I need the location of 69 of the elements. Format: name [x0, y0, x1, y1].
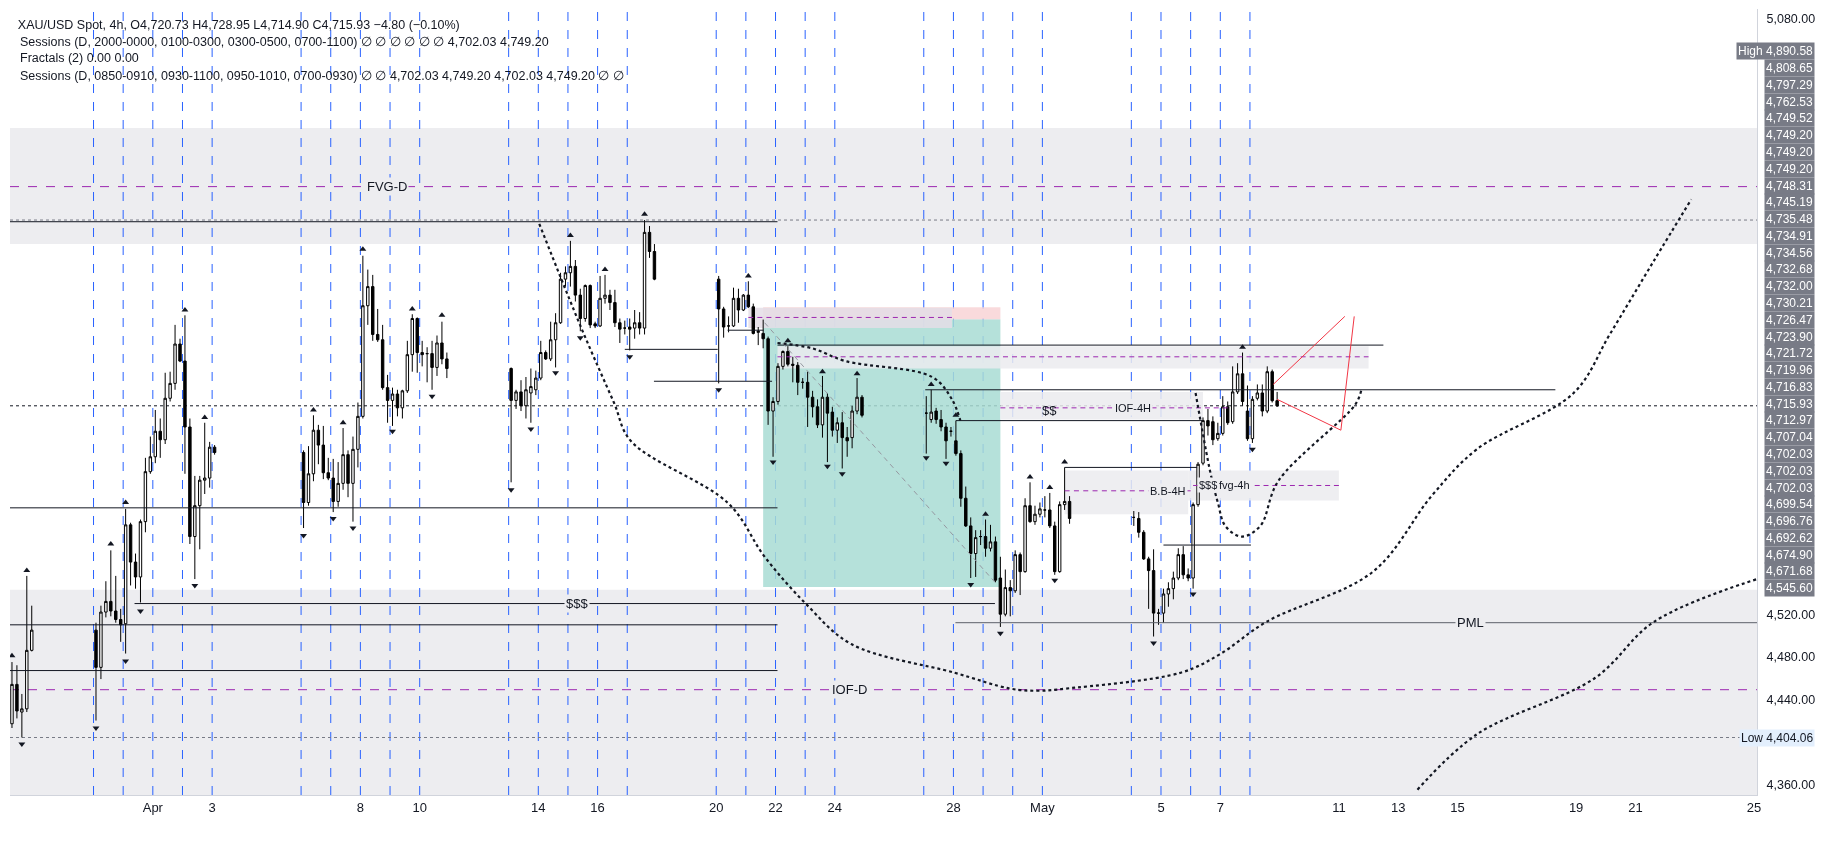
text: 4,692.62: [1766, 531, 1814, 545]
text: 4,808.65: [1766, 61, 1814, 75]
text: 4,702.03: [1766, 464, 1814, 478]
x-tick-label: Apr: [142, 799, 164, 815]
y-tick-label: 4,360.00: [1766, 777, 1816, 792]
x-tick-label: May: [1030, 799, 1056, 815]
x-tick-label: 21: [1628, 799, 1643, 815]
text: 4,671.68: [1766, 564, 1814, 578]
text: 4,712.97: [1766, 413, 1814, 427]
y-tick-label: 4,520.00: [1766, 607, 1816, 622]
text: 4,749.20: [1766, 162, 1814, 176]
text: Sessions (D, 2000-0000, 0100-0300, 0300-0500, 0700-1100) ∅ ∅ ∅ ∅ ∅ ∅ 4,702.03 4,749.20 Fractals (2) 0.00 0.00 Sessions (D, 0850-0910, 0930-1100, 0950-1010, 0700-0930) ∅ ∅ 4,702.03 4,749.20 4,702.03 4,749.20 ∅ ∅: [20, 35, 624, 83]
x-tick-label: 11: [1332, 799, 1346, 815]
x-tick-label: 5: [1157, 799, 1165, 815]
text: 4,734.56: [1766, 246, 1814, 260]
text: 4,715.93: [1766, 397, 1814, 411]
text: 4,730.21: [1766, 296, 1814, 310]
x-tick-label: 8: [356, 799, 365, 815]
annotation: $$$: [1199, 479, 1218, 491]
text: 4,797.29: [1766, 78, 1814, 92]
text: 4,734.91: [1766, 229, 1814, 243]
x-tick-label: 10: [412, 799, 427, 815]
text: 4,721.72: [1766, 346, 1814, 360]
y-tick-label: 4,480.00: [1766, 650, 1816, 665]
text: 4,716.83: [1766, 380, 1814, 394]
x-tick-label: 7: [1216, 799, 1224, 815]
text: 4,723.90: [1766, 330, 1814, 344]
annotation: High 4,890.58: [1738, 44, 1814, 58]
text: 4,702.03: [1766, 447, 1814, 461]
annotation: B.B-4H: [1150, 485, 1186, 497]
text: 4,732.68: [1766, 262, 1814, 276]
text: XAU/USD Spot, 4h, O4,720.73 H4,728.95 L4,714.90 C4,715.93 −4.80 (−0.10%): [17, 17, 460, 32]
text: 4,696.76: [1766, 514, 1814, 528]
x-tick-label: 25: [1746, 799, 1762, 815]
series-label: $$: [1042, 403, 1058, 418]
x-tick-label: 3: [208, 799, 216, 815]
annotation: PML: [1457, 615, 1484, 630]
text: 4,707.04: [1766, 430, 1814, 444]
x-tick-label: 19: [1568, 799, 1584, 815]
text: 4,674.90: [1766, 548, 1814, 562]
x-tick-label: 13: [1390, 799, 1406, 815]
x-tick-label: 14: [531, 799, 546, 815]
text: 4,762.53: [1766, 95, 1814, 109]
text: 4,719.96: [1766, 363, 1814, 377]
text: 4,748.31: [1766, 179, 1814, 193]
annotation: $$$: [566, 596, 589, 611]
text: 4,735.48: [1766, 212, 1814, 226]
ref-line-label: Low 4,404.06: [1741, 731, 1814, 745]
text: 4,749.52: [1766, 111, 1814, 125]
x-tick-label: 20: [708, 799, 724, 815]
x-tick-label: 24: [827, 799, 843, 815]
x-tick-label: 15: [1450, 799, 1465, 815]
x-tick-label: 28: [946, 799, 961, 815]
text: 4,732.00: [1766, 279, 1814, 293]
text: 4,702.03: [1766, 481, 1814, 495]
x-tick-label: 22: [768, 799, 783, 815]
text: 4,749.20: [1766, 128, 1814, 142]
annotation: FVG-D: [367, 179, 408, 194]
text: 4,545.60: [1766, 581, 1814, 595]
y-tick-label: 5,080.00: [1766, 11, 1816, 26]
text: 4,745.19: [1766, 195, 1814, 209]
annotation: IOF-4H: [1115, 402, 1152, 414]
text: 4,726.47: [1766, 313, 1814, 327]
annotation: IOF-D: [832, 682, 868, 697]
y-tick-label: 4,440.00: [1766, 692, 1816, 707]
x-tick-label: 16: [590, 799, 605, 815]
text: 4,699.54: [1766, 497, 1814, 511]
annotation: fvg-4h: [1219, 479, 1250, 491]
text: 4,749.20: [1766, 145, 1814, 159]
